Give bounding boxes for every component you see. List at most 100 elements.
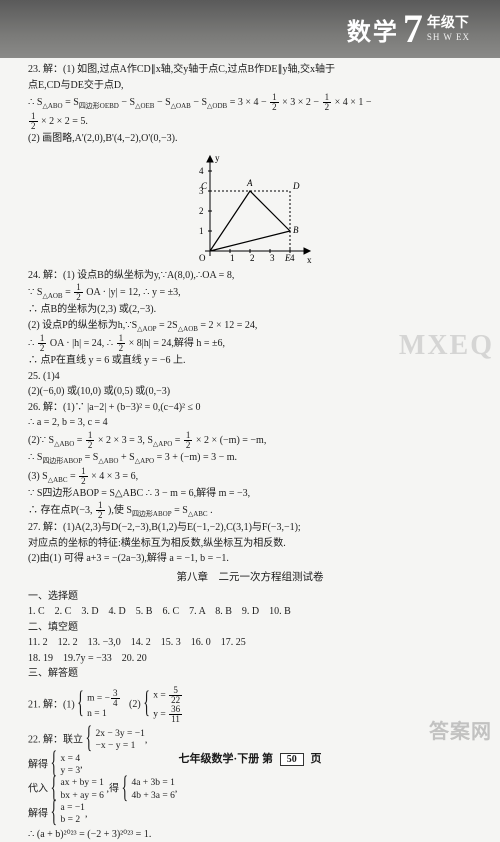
den: 2 bbox=[29, 122, 38, 131]
svg-text:1: 1 bbox=[230, 253, 235, 263]
den: 2 bbox=[323, 103, 332, 112]
d: 2 bbox=[96, 511, 105, 520]
t: × 4 × 1 − bbox=[335, 97, 372, 108]
r: ax + by = 1 bbox=[61, 777, 104, 789]
q21: 21. 解：(1) m = −34 n = 1 (2) x = 522 y = … bbox=[28, 686, 472, 724]
brace-6: 4a + 3b = 1 4b + 3a = 6 bbox=[121, 777, 174, 802]
t: ∴ S bbox=[28, 452, 42, 463]
r: bx + ay = 6 bbox=[61, 790, 104, 802]
sub: △APO bbox=[135, 457, 154, 465]
r: x = 522 bbox=[153, 686, 183, 705]
p27-l2: 对应点的坐标的特征:横坐标互为相反数,纵坐标互为相反数. bbox=[28, 536, 472, 552]
t: × 4 × 3 = 6, bbox=[91, 470, 138, 481]
t: (2) 设点P的纵坐标为h,∵S bbox=[28, 320, 137, 331]
p26-l3: (2)∵ S△ABO = 12 × 2 × 3 = 3, S△APO = 12 … bbox=[28, 431, 472, 450]
t: × 2 × 2 = 5. bbox=[41, 116, 88, 127]
origin-label: O bbox=[199, 253, 206, 263]
t: = bbox=[65, 287, 73, 298]
sec3: 三、解答题 bbox=[28, 666, 472, 682]
q22-c: 代入 ax + by = 1 bx + ay = 6 ,得 4a + 3b = … bbox=[28, 777, 472, 802]
t: × 2 × 3 = 3, S bbox=[98, 435, 153, 446]
t: 解得 bbox=[28, 809, 48, 820]
frac: 522 bbox=[169, 686, 182, 705]
d: 2 bbox=[117, 344, 126, 353]
t: ∴ S bbox=[28, 97, 42, 108]
t: ∴ 存在点P(−3, bbox=[28, 505, 93, 516]
t: (2) bbox=[129, 699, 141, 710]
frac-half: 12 bbox=[96, 501, 105, 520]
t: − S bbox=[157, 97, 171, 108]
r: m = −34 bbox=[87, 689, 120, 708]
sub: △ABO bbox=[42, 102, 62, 110]
footer-left: 七年级数学·下册 bbox=[179, 753, 260, 765]
t: m = − bbox=[87, 694, 110, 704]
frac-half: 12 bbox=[86, 431, 95, 450]
svg-text:B: B bbox=[293, 225, 299, 235]
t: = bbox=[77, 435, 85, 446]
p24-l6: ∴ 点P在直线 y = 6 或直线 y = −6 上. bbox=[28, 353, 472, 369]
grade-number: 7 bbox=[403, 9, 423, 49]
d: 2 bbox=[79, 477, 88, 486]
frac-half: 12 bbox=[74, 283, 83, 302]
q1: 1. C 2. C 3. D 4. D 5. B 6. C 7. A 8. B … bbox=[28, 604, 472, 620]
frac-half: 12 bbox=[79, 467, 88, 486]
p26-l2: ∴ a = 2, b = 3, c = 4 bbox=[28, 415, 472, 431]
grade-text: 年级下 bbox=[427, 16, 470, 31]
t: = S bbox=[174, 505, 188, 516]
r: 4a + 3b = 1 bbox=[131, 777, 174, 789]
header-subtext: SH W EX bbox=[427, 32, 470, 42]
sub: △APO bbox=[153, 440, 172, 448]
t: × 8|h| = 24,解得 h = ±6, bbox=[129, 338, 225, 349]
t: = 2 × 12 = 24, bbox=[200, 320, 257, 331]
t: = bbox=[175, 435, 183, 446]
page-content: 23. 解：(1) 如图,过点A作CD∥x轴,交y轴于点C,过点B作DE∥y轴,… bbox=[28, 62, 472, 746]
page-number: 50 bbox=[280, 753, 304, 766]
p26-l5: (3) S△ABC = 12 × 4 × 3 = 6, bbox=[28, 467, 472, 486]
p27-l1: 27. 解：(1)A(2,3)与D(−2,−3),B(1,2)与E(−1,−2)… bbox=[28, 520, 472, 536]
t: 代入 bbox=[28, 784, 48, 795]
brace-3: 2x − 3y = −1 −x − y = 1 bbox=[86, 728, 145, 753]
r: b = 2 bbox=[61, 814, 85, 826]
frac-half: 12 bbox=[323, 93, 332, 112]
svg-text:C: C bbox=[201, 181, 208, 191]
p23-l5: (2) 画图略,A'(2,0),B'(4,−2),O'(0,−3). bbox=[28, 131, 472, 147]
svg-text:2: 2 bbox=[199, 206, 204, 216]
footer-right: 页 bbox=[310, 753, 321, 765]
t: − S bbox=[193, 97, 207, 108]
t: 21. 解：(1) bbox=[28, 699, 75, 710]
grade-block: 年级下 SH W EX bbox=[427, 16, 470, 41]
frac-half: 12 bbox=[38, 334, 47, 353]
den: 2 bbox=[270, 103, 279, 112]
t: ∴ bbox=[28, 338, 37, 349]
t: = 2S bbox=[159, 320, 178, 331]
sub: △OAB bbox=[171, 102, 191, 110]
sub: △ABO bbox=[54, 440, 74, 448]
r: 2x − 3y = −1 bbox=[96, 728, 145, 740]
t: ∵ S bbox=[28, 287, 42, 298]
frac: 34 bbox=[111, 689, 120, 708]
p26-l4: ∴ S四边形ABOP = S△ABO + S△APO = 3 + (−m) = … bbox=[28, 450, 472, 467]
t: (3) S bbox=[28, 470, 48, 481]
subject-label: 数学 bbox=[347, 12, 399, 47]
r: 4b + 3a = 6 bbox=[131, 790, 174, 802]
sub: △ABO bbox=[98, 457, 118, 465]
y-label: y bbox=[215, 153, 220, 163]
brace-7: a = −1 b = 2 bbox=[51, 802, 85, 827]
svg-text:4: 4 bbox=[290, 253, 295, 263]
p24-l4: (2) 设点P的纵坐标为h,∵S△AOP = 2S△AOB = 2 × 12 =… bbox=[28, 318, 472, 335]
p25-l1: 25. (1)4 bbox=[28, 369, 472, 385]
chapter8-title: 第八章 二元一次方程组测试卷 bbox=[28, 570, 472, 586]
t: (2)∵ S bbox=[28, 435, 54, 446]
triangle-graph: x y O 1234 1234 A B C D E bbox=[185, 151, 315, 266]
t: OA · |h| = 24, ∴ bbox=[50, 338, 116, 349]
svg-text:3: 3 bbox=[270, 253, 275, 263]
d: 4 bbox=[111, 699, 120, 708]
brace-5: ax + by = 1 bx + ay = 6 bbox=[51, 777, 104, 802]
p23-l4: 12 × 2 × 2 = 5. bbox=[28, 112, 472, 131]
sub: 四边形ABOP bbox=[132, 510, 172, 518]
t: × 2 × (−m) = −m, bbox=[196, 435, 266, 446]
brace-1: m = −34 n = 1 bbox=[77, 689, 120, 720]
sub: △AOB bbox=[178, 325, 198, 333]
frac: 3611 bbox=[169, 705, 182, 724]
sub: △ODB bbox=[207, 102, 227, 110]
